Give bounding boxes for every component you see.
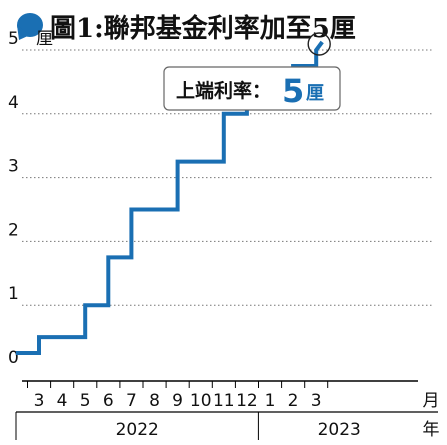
callout-unit: 厘 xyxy=(306,83,324,104)
callout-box xyxy=(163,66,341,111)
x-tick-label: 1 xyxy=(265,391,276,411)
callout-prefix: 上端利率： xyxy=(176,79,271,102)
year-label: 2022 xyxy=(116,420,159,440)
x-tick-label: 11 xyxy=(213,391,235,411)
x-tick-label: 4 xyxy=(57,391,68,411)
title-bullet-tail xyxy=(17,25,30,40)
x-tick-label: 7 xyxy=(126,391,137,411)
y-tick-label: 0 xyxy=(8,348,19,368)
x-axis-unit-label: 月 xyxy=(423,391,440,411)
x-tick-label: 8 xyxy=(149,391,160,411)
x-tick-label: 3 xyxy=(34,391,45,411)
x-tick-label: 6 xyxy=(103,391,114,411)
x-tick-label: 9 xyxy=(172,391,183,411)
y-axis-unit-label: 厘 xyxy=(36,29,53,49)
x-tick-label: 10 xyxy=(190,391,212,411)
callout-value: 5 xyxy=(282,72,304,110)
x-tick-label: 3 xyxy=(311,391,322,411)
y-tick-label: 5 xyxy=(8,29,19,49)
y-tick-label: 1 xyxy=(8,284,19,304)
y-tick-label: 3 xyxy=(8,157,19,177)
x-tick-label: 5 xyxy=(80,391,91,411)
x-tick-label: 2 xyxy=(288,391,299,411)
y-tick-label: 2 xyxy=(8,220,19,240)
year-label: 2023 xyxy=(318,420,361,440)
chart-title: 圖1:聯邦基金利率加至5厘 xyxy=(50,13,356,44)
x-axis-year-unit-label: 年 xyxy=(423,420,440,440)
highlight-circle-icon xyxy=(307,32,331,56)
y-tick-label: 4 xyxy=(8,93,19,113)
x-tick-label: 12 xyxy=(236,391,258,411)
